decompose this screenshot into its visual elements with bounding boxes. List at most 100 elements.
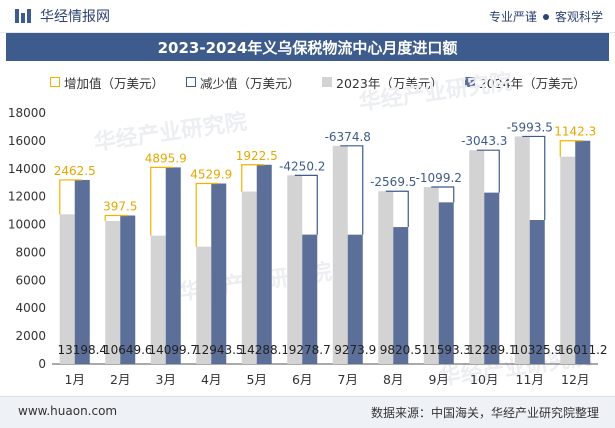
bar-2023: [514, 136, 530, 364]
value-label-2024: 13198.4: [57, 343, 107, 357]
y-tick-label: 18000: [8, 106, 46, 120]
increase-bracket: [59, 179, 83, 215]
x-tick-label: 12月: [561, 372, 589, 387]
bar-2024: [165, 167, 181, 364]
bar-2023: [150, 235, 166, 364]
watermark-text: 华经产业研究院: [92, 109, 248, 156]
y-tick-label: 4000: [15, 301, 46, 315]
y-tick-label: 8000: [15, 245, 46, 259]
chart-plot: 华经产业研究院华经产业研究院华经产业研究院华经产业研究院020004000600…: [8, 69, 608, 391]
change-label: 2462.5: [54, 164, 96, 178]
brand-logo-icon: [15, 9, 31, 23]
legend-increase-label: 增加值（万美元）: [64, 75, 165, 91]
change-label: -2569.5: [370, 175, 416, 189]
x-tick-label: 6月: [292, 372, 312, 387]
bar-2023: [105, 221, 121, 364]
value-label-2024: 11593.3: [421, 343, 471, 357]
bar-2024: [347, 234, 363, 364]
value-label-2024: 9273.9: [334, 343, 376, 357]
change-label: -5993.5: [507, 120, 553, 134]
value-label-2024: 12289.1: [467, 343, 517, 357]
dot-icon: [542, 13, 549, 20]
bar-2024: [302, 234, 318, 364]
change-label: 4895.9: [145, 151, 187, 165]
x-tick-label: 8月: [383, 372, 403, 387]
decrease-bracket: [294, 174, 318, 235]
change-label: 397.5: [103, 199, 137, 213]
tagline-right: 客观科学: [554, 10, 603, 24]
bar-2023: [560, 156, 576, 364]
legend-decrease-label: 减少值（万美元）: [200, 75, 301, 91]
bar-2024: [438, 202, 454, 364]
decrease-bracket: [431, 186, 455, 203]
value-label-2024: 12943.5: [194, 343, 244, 357]
bar-2023: [332, 145, 348, 364]
tagline-left: 专业严谨: [488, 10, 537, 24]
change-label: -3043.3: [461, 134, 507, 148]
chart-legend: 增加值（万美元） 减少值（万美元） 2023年（万美元） 2024年（万美元）: [50, 72, 608, 92]
brand-name: 华经情报网: [40, 9, 110, 25]
bar-2023: [241, 191, 257, 364]
x-tick-label: 11月: [516, 372, 544, 387]
legend-2024-label: 2024年（万美元）: [478, 75, 586, 91]
value-label-2024: 10325.9: [512, 343, 562, 357]
x-tick-label: 2月: [110, 372, 130, 387]
bar-2024: [575, 140, 591, 364]
bar-2024: [120, 215, 136, 364]
footer: www.huaon.com 数据来源：中国海关，华经产业研究院整理: [0, 396, 615, 428]
value-label-2024: 14288.1: [239, 343, 289, 357]
increase-bracket: [150, 166, 174, 236]
value-label-2024: 9278.7: [289, 343, 331, 357]
x-tick-label: 5月: [247, 372, 267, 387]
bar-2024: [529, 220, 545, 364]
legend-increase-swatch: [50, 77, 60, 87]
bar-2023: [287, 175, 303, 364]
footer-source: 数据来源：中国海关，华经产业研究院整理: [370, 406, 599, 420]
x-tick-label: 7月: [338, 372, 358, 387]
value-label-2024: 16011.2: [558, 343, 608, 357]
top-bar: 华经情报网 专业严谨 客观科学: [0, 0, 615, 33]
change-label: -4250.2: [279, 159, 325, 173]
y-tick-label: 0: [38, 357, 46, 371]
x-tick-label: 4月: [201, 372, 221, 387]
bar-2024: [393, 227, 409, 364]
legend-2023: 2023年（万美元）: [322, 73, 443, 92]
bar-2023: [423, 187, 439, 364]
value-label-2024: 9820.5: [380, 343, 422, 357]
footer-website[interactable]: www.huaon.com: [18, 404, 118, 418]
legend-2024-swatch: [464, 77, 475, 87]
y-tick-label: 16000: [8, 134, 46, 148]
y-tick-label: 2000: [15, 329, 46, 343]
watermark-text: 华经产业研究院: [357, 69, 513, 116]
bar-2023: [469, 150, 485, 364]
x-tick-label: 9月: [429, 372, 449, 387]
increase-bracket: [104, 214, 128, 222]
legend-decrease: 减少值（万美元）: [186, 73, 300, 92]
bar-2024: [211, 183, 227, 364]
increase-bracket: [559, 140, 583, 157]
decrease-bracket: [522, 135, 546, 221]
decrease-bracket: [476, 149, 500, 193]
x-tick-label: 1月: [65, 372, 85, 387]
increase-bracket: [195, 182, 219, 247]
x-tick-label: 3月: [156, 372, 176, 387]
value-label-2024: 14099.7: [148, 343, 198, 357]
y-tick-label: 10000: [8, 218, 46, 232]
y-tick-label: 6000: [15, 273, 46, 287]
y-tick-label: 14000: [8, 162, 46, 176]
legend-2023-swatch: [322, 77, 333, 87]
legend-decrease-swatch: [186, 77, 197, 87]
y-tick-label: 12000: [8, 190, 46, 204]
chart-title: 2023-2024年义乌保税物流中心月度进口额: [6, 33, 609, 61]
bar-2023: [378, 191, 394, 364]
decrease-bracket: [340, 145, 364, 235]
bar-2023: [196, 246, 212, 364]
bar-2024: [74, 179, 90, 364]
tagline: 专业严谨 客观科学: [489, 8, 603, 25]
increase-bracket: [241, 164, 265, 192]
decrease-bracket: [385, 190, 409, 228]
change-label: 4529.9: [190, 168, 232, 182]
x-tick-label: 10月: [470, 372, 498, 387]
bar-2023: [59, 214, 75, 364]
brand[interactable]: 华经情报网: [14, 6, 110, 26]
